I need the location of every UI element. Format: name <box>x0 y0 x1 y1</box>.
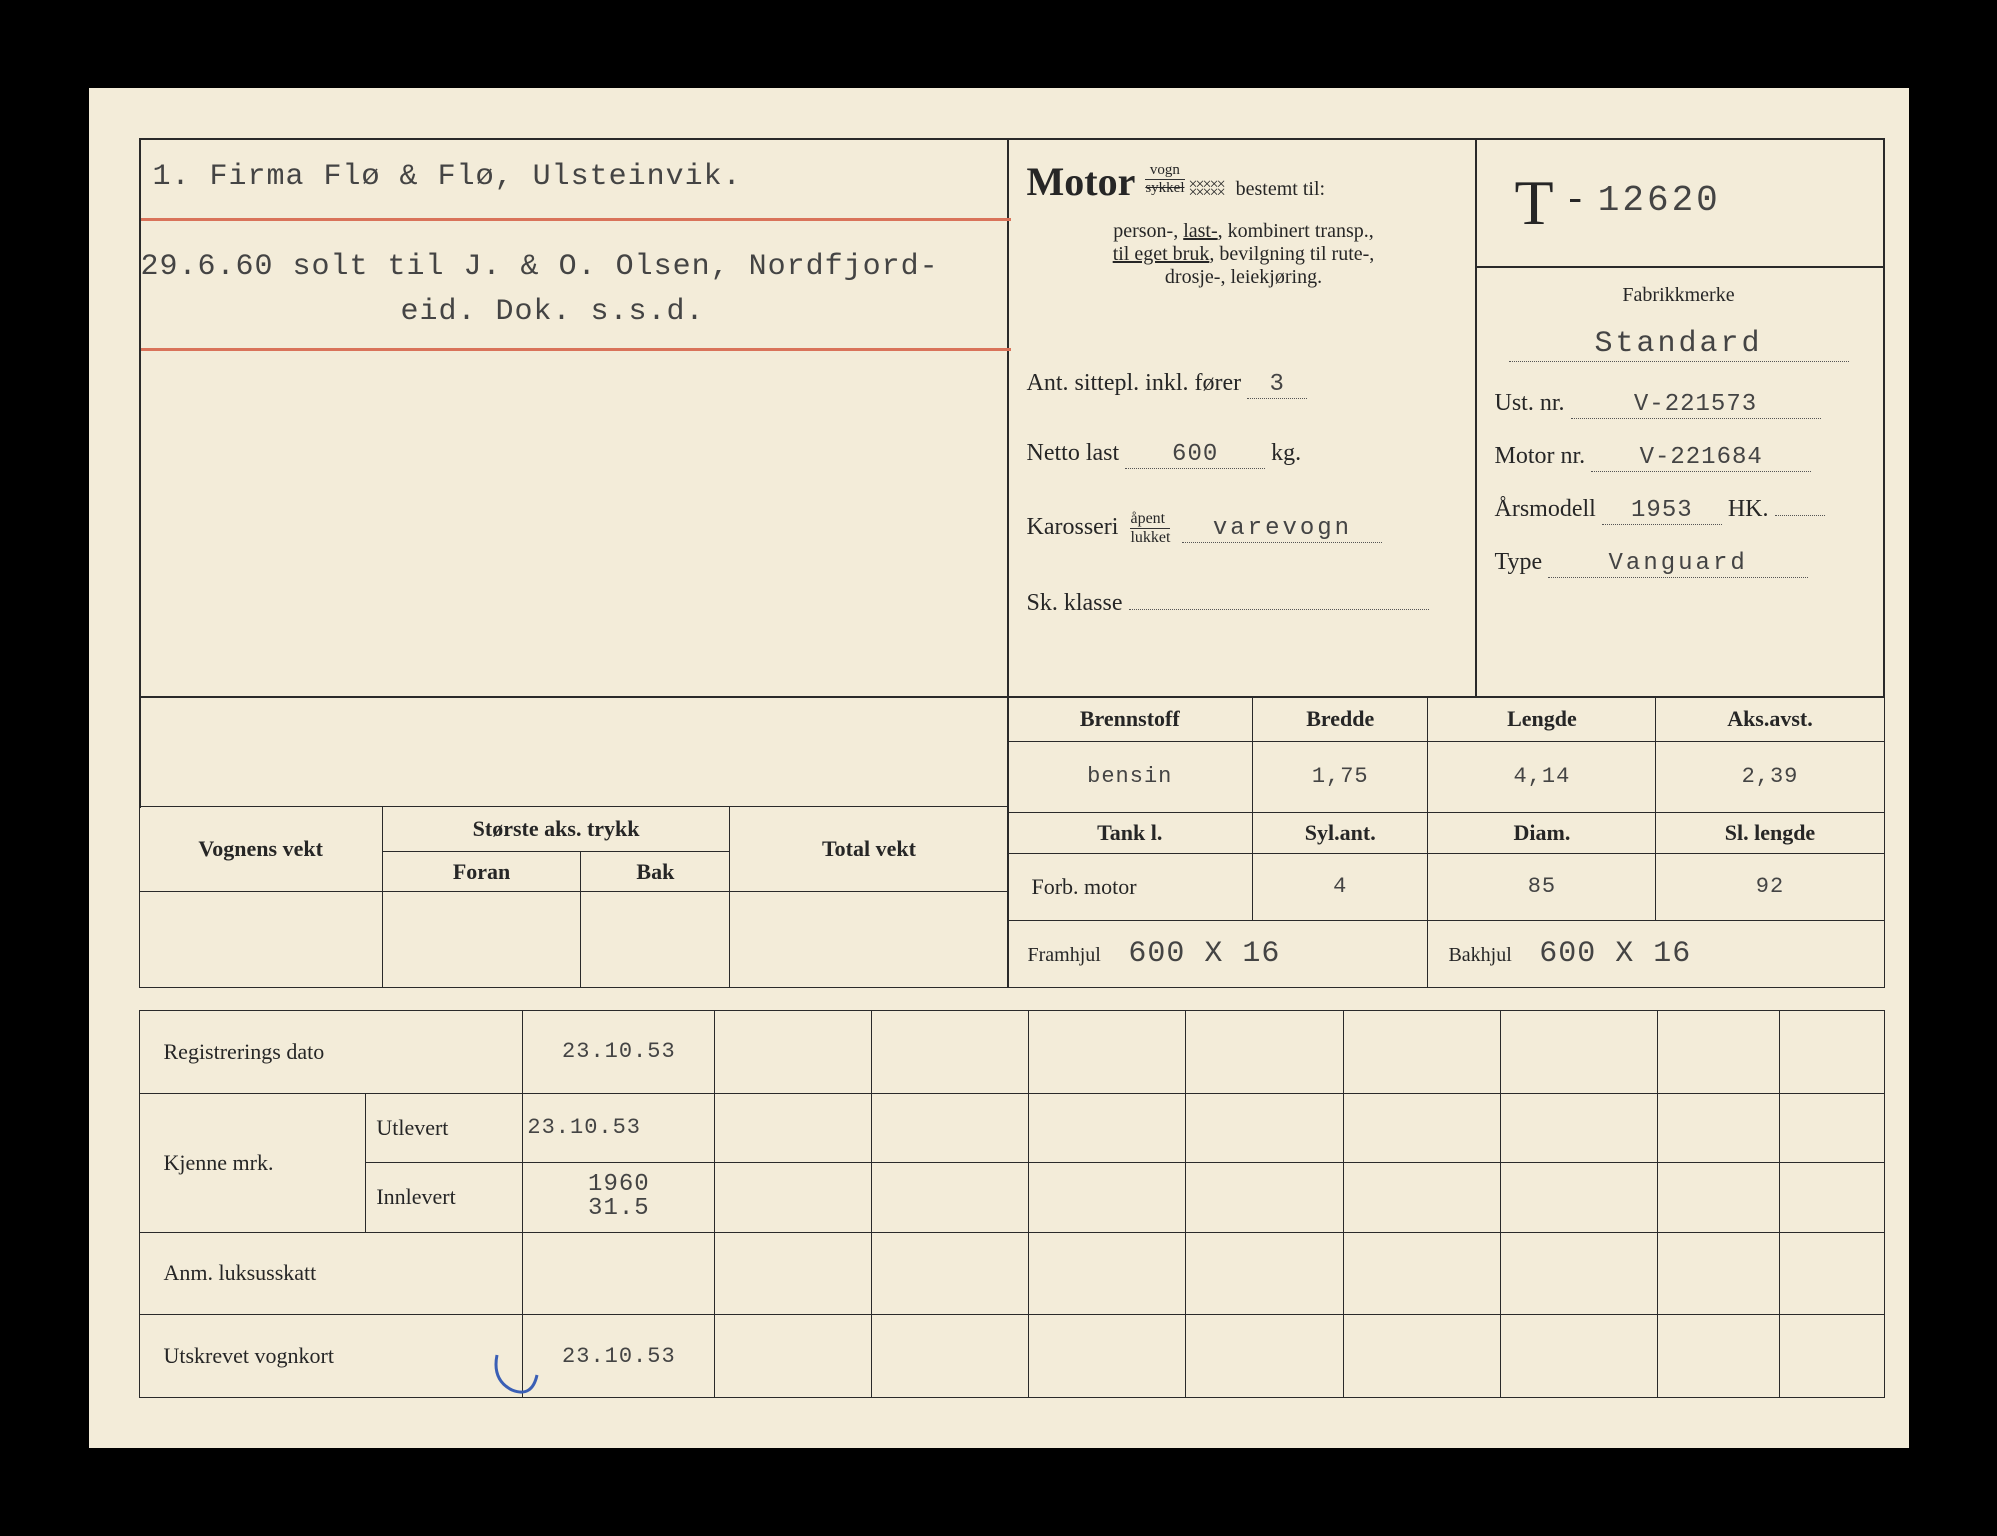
dim-r2c2: 4 <box>1253 853 1428 920</box>
motor-vogn: vogn <box>1145 162 1184 180</box>
dim-h1: Brennstoff <box>1007 697 1253 742</box>
plate-number: 12620 <box>1598 180 1721 221</box>
w-vogn-val <box>139 892 382 988</box>
gap-filler <box>139 696 1009 808</box>
hk-label: HK. <box>1728 496 1769 522</box>
kaross-top: åpent <box>1130 510 1170 529</box>
reg-value: 23.10.53 <box>523 1011 715 1094</box>
motornr-value: V-221684 <box>1591 444 1811 472</box>
ars-value: 1953 <box>1602 497 1722 525</box>
kaross-value: varevogn <box>1182 515 1382 543</box>
sittepl-value: 3 <box>1247 371 1307 399</box>
front-wheel: 600 X 16 <box>1128 937 1280 971</box>
innlev-bot: 31.5 <box>533 1197 704 1221</box>
front-wheel-label: Framhjul <box>1028 944 1101 966</box>
motor-box: Motor vogn sykkel ××××× bestemt til: per… <box>1007 138 1477 698</box>
dim-r2c4: 92 <box>1656 853 1884 920</box>
plate-box: T - 12620 <box>1475 138 1885 268</box>
plate-prefix: T <box>1515 167 1553 238</box>
owner-line1: Firma Flø & Flø, Ulsteinvik. <box>210 160 742 194</box>
bottom-table: Registrerings dato 23.10.53 Kjenne mrk. … <box>139 1010 1885 1398</box>
red-rule-2 <box>141 348 1011 351</box>
ust-value: V-221573 <box>1571 391 1821 419</box>
dim-r2c3: 85 <box>1428 853 1656 920</box>
weights-table: Vognens vekt Største aks. trykk Total ve… <box>139 806 1009 988</box>
sk-label: Sk. klasse <box>1027 590 1123 616</box>
kjenne-label: Kjenne mrk. <box>139 1093 366 1232</box>
type-value: Vanguard <box>1548 550 1808 578</box>
dim-r1c2: 1,75 <box>1253 741 1428 812</box>
dim-r1c4: 2,39 <box>1656 741 1884 812</box>
w-bak: Bak <box>581 851 730 892</box>
motor-bestemt: bestemt til: <box>1236 178 1325 200</box>
dim2-h2: Syl.ant. <box>1253 812 1428 853</box>
vognkort-label: Utskrevet vognkort <box>139 1315 523 1398</box>
dim-r2c1: Forb. motor <box>1007 853 1253 920</box>
dim-r1c3: 4,14 <box>1428 741 1656 812</box>
dim-r1c1: bensin <box>1007 741 1253 812</box>
owner-line2: 29.6.60 solt til J. & O. Olsen, Nordfjor… <box>141 250 939 284</box>
w-foran-val <box>382 892 581 988</box>
red-rule-1 <box>141 218 1011 221</box>
luksus-label: Anm. luksusskatt <box>139 1232 523 1315</box>
utlev-value: 23.10.53 <box>523 1093 715 1162</box>
sittepl-label: Ant. sittepl. inkl. fører <box>1027 370 1242 396</box>
dim-h3: Lengde <box>1428 697 1656 742</box>
rear-wheel-label: Bakhjul <box>1448 944 1511 966</box>
fabrikk-box: Fabrikkmerke Standard Ust. nr. V-221573 … <box>1475 266 1885 698</box>
netto-value: 600 <box>1125 441 1265 469</box>
fabrikk-header: Fabrikkmerke <box>1475 266 1883 307</box>
rear-wheel: 600 X 16 <box>1539 937 1691 971</box>
reg-label: Registrerings dato <box>139 1011 523 1094</box>
w-total-val <box>730 892 1008 988</box>
netto-label: Netto last <box>1027 440 1120 466</box>
owner-line3: eid. Dok. s.s.d. <box>401 295 705 329</box>
motor-desc2: til eget bruk, bevilgning til rute-, <box>1113 243 1375 265</box>
dim2-h4: Sl. lengde <box>1656 812 1884 853</box>
w-bak-val <box>581 892 730 988</box>
w-foran: Foran <box>382 851 581 892</box>
w-aks-label: Største aks. trykk <box>382 807 730 852</box>
kaross-bot: lukket <box>1130 529 1170 547</box>
hk-value <box>1775 515 1825 516</box>
dims-table: Brennstoff Bredde Lengde Aks.avst. bensi… <box>1007 696 1885 988</box>
innlev-top: 1960 <box>533 1173 704 1197</box>
dim-h2: Bredde <box>1253 697 1428 742</box>
utlev-label: Utlevert <box>366 1093 523 1162</box>
dim2-h3: Diam. <box>1428 812 1656 853</box>
motor-desc1: person-, last-, kombinert transp., <box>1113 220 1374 242</box>
pen-mark-icon <box>487 1350 547 1400</box>
innlev-label: Innlevert <box>366 1162 523 1232</box>
vognkort-value: 23.10.53 <box>523 1315 715 1398</box>
sk-value <box>1129 609 1429 610</box>
registration-card: 1. Firma Flø & Flø, Ulsteinvik. 29.6.60 … <box>109 98 1899 1448</box>
fabrikk-merke: Standard <box>1509 327 1849 362</box>
netto-unit: kg. <box>1271 440 1301 466</box>
owner-box: 1. Firma Flø & Flø, Ulsteinvik. 29.6.60 … <box>139 138 1009 698</box>
motor-sykkel: sykkel <box>1145 180 1184 197</box>
dim-h4: Aks.avst. <box>1656 697 1884 742</box>
motor-title: Motor <box>1027 159 1136 204</box>
ars-label: Årsmodell <box>1495 496 1596 522</box>
motornr-label: Motor nr. <box>1495 443 1586 469</box>
kaross-label: Karosseri <box>1027 514 1119 540</box>
motor-desc3: drosje-, leiekjøring. <box>1019 266 1469 289</box>
dim2-h1: Tank l. <box>1007 812 1253 853</box>
owner-index: 1. <box>153 160 191 194</box>
luksus-value <box>523 1232 715 1315</box>
w-total-label: Total vekt <box>730 807 1008 892</box>
type-label: Type <box>1495 549 1543 575</box>
w-vogn-label: Vognens vekt <box>139 807 382 892</box>
ust-label: Ust. nr. <box>1495 390 1565 416</box>
